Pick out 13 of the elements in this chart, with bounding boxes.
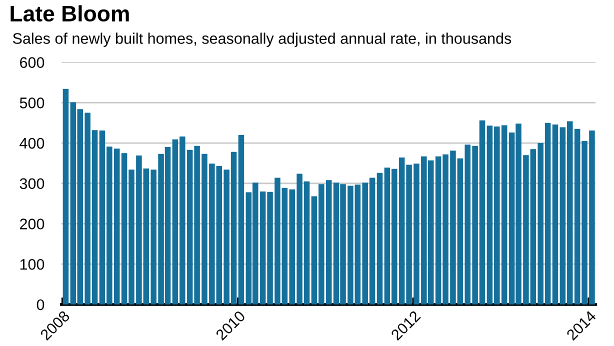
bar bbox=[62, 88, 69, 304]
y-tick-label: 0 bbox=[36, 299, 44, 310]
y-tick-label: 200 bbox=[20, 218, 44, 230]
bar bbox=[238, 134, 244, 304]
chart-subtitle: Sales of newly built homes, seasonally adjusted annual rate, in thousands bbox=[12, 32, 512, 47]
bar bbox=[376, 172, 383, 304]
y-tick-label: 500 bbox=[20, 98, 44, 108]
y-tick-label: 600 bbox=[20, 57, 44, 68]
y-tick-label: 400 bbox=[20, 138, 44, 149]
bar bbox=[552, 124, 558, 304]
chart-title: Late Bloom bbox=[10, 5, 129, 22]
y-tick-label: 100 bbox=[20, 258, 44, 270]
y-tick-label: 300 bbox=[20, 178, 44, 190]
